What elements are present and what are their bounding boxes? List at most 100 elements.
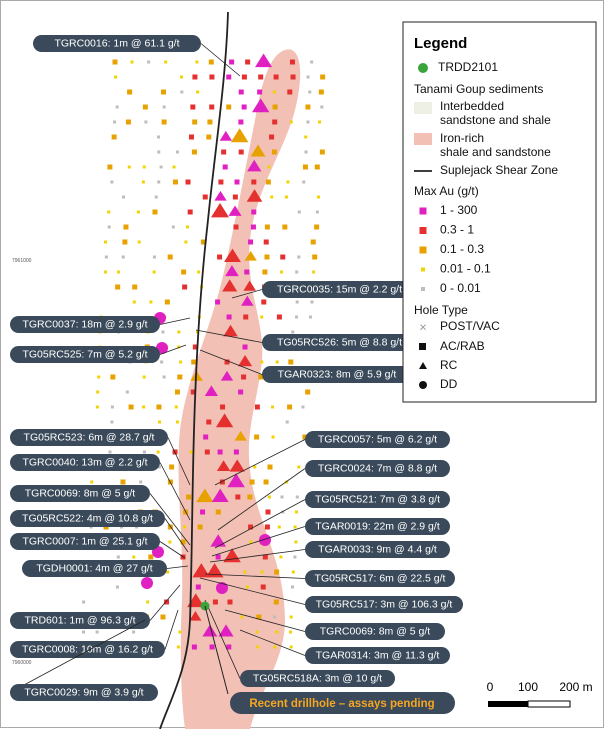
drill-point [270, 195, 274, 199]
leader-line [204, 605, 229, 695]
legend-symbol: × [419, 319, 427, 334]
drill-point [263, 479, 269, 485]
drill-point [260, 315, 264, 319]
drill-point [295, 315, 299, 319]
drill-point [294, 510, 298, 514]
callout-label: TGRC0029: 9m @ 3.9 g/t [24, 686, 143, 698]
drill-point [293, 555, 297, 559]
legend-label: RC [440, 358, 458, 372]
drill-point [116, 555, 120, 559]
drill-point [302, 180, 306, 184]
callout-bg [305, 518, 450, 535]
drill-point [189, 134, 195, 140]
drill-point [245, 59, 251, 65]
leader-line [149, 584, 181, 621]
drill-point [125, 119, 131, 125]
drill-point [304, 150, 308, 154]
drill-point [209, 104, 215, 110]
drill-point [251, 209, 257, 215]
callout-label: TGAR0019: 22m @ 2.9 g/t [315, 520, 440, 532]
drill-point [302, 164, 308, 170]
drill-point [309, 315, 313, 319]
leader-line [199, 577, 306, 605]
drill-point [225, 265, 239, 277]
drill-point [132, 555, 136, 559]
drill-point [179, 75, 183, 79]
legend-label: shale and sandstone [440, 145, 551, 159]
legend-symbol [419, 207, 427, 215]
callout-label: TG05RC522: 4m @ 10.8 g/t [22, 512, 153, 524]
drill-point [238, 149, 244, 155]
drill-point [233, 449, 239, 455]
drill-point [244, 250, 257, 261]
drill-point [286, 180, 290, 184]
drill-point [282, 224, 288, 230]
drill-point [256, 614, 262, 620]
pending-label: Recent drillhole – assays pending [249, 698, 434, 710]
drill-point [176, 645, 180, 649]
drill-point [234, 430, 247, 441]
leader-line [211, 526, 306, 557]
drill-point [169, 464, 175, 470]
legend-label: Iron-rich [440, 131, 484, 145]
drill-point [289, 645, 293, 649]
drill-point [183, 525, 187, 529]
legend-label: 0.01 - 0.1 [440, 262, 491, 276]
legend-label: Max Au (g/t) [414, 184, 479, 198]
callout-label: TG05RC517: 6m @ 22.5 g/t [315, 572, 446, 584]
drill-point [142, 165, 146, 169]
drill-point [142, 104, 148, 110]
drill-point [148, 554, 154, 560]
callout-label: TGRC0069: 8m @ 5 g/t [25, 487, 136, 499]
drill-point [226, 74, 232, 80]
drill-point [152, 209, 158, 215]
drill-point [250, 224, 256, 230]
callout-label: TRD601: 1m @ 96.3 g/t [24, 614, 135, 626]
drill-point [305, 104, 311, 110]
drill-point [196, 90, 200, 94]
drill-point [205, 563, 224, 578]
legend-symbol [419, 343, 426, 350]
drill-point [308, 90, 312, 94]
drill-point [121, 255, 125, 259]
drill-point [139, 480, 143, 484]
drill-point [318, 89, 324, 95]
drill-point [208, 59, 214, 65]
drill-point [211, 203, 229, 218]
drill-point [291, 330, 295, 334]
legend: Legend TRDD2101 Tanami Goup sediments In… [402, 21, 597, 403]
leader-line [239, 629, 306, 656]
drill-point [174, 389, 180, 395]
legend-symbol [418, 63, 428, 73]
legend-symbol [414, 102, 432, 114]
drill-point [186, 494, 192, 500]
legend-symbol [419, 227, 427, 234]
drill-point [285, 480, 289, 484]
drill-point [306, 120, 310, 124]
callout-bg [10, 612, 150, 629]
drill-point [142, 450, 146, 454]
drill-point [189, 610, 202, 621]
drill-point [149, 300, 153, 304]
drill-point [197, 524, 203, 530]
legend-label: TRDD2101 [438, 60, 498, 74]
callout-bg [305, 491, 450, 508]
drill-point [301, 405, 305, 409]
iron-rich-zone [178, 49, 301, 729]
drill-point [289, 120, 293, 124]
drill-point [200, 509, 206, 515]
drill-point [312, 270, 316, 274]
drill-point [185, 225, 189, 229]
drill-point [179, 360, 183, 364]
drill-point [261, 299, 267, 305]
drill-point [156, 404, 162, 410]
drill-point [281, 510, 285, 514]
drill-point [295, 495, 299, 499]
drill-point [235, 494, 241, 500]
callout-label: TGRC0024: 7m @ 8.8 g/t [318, 462, 437, 474]
drill-point [127, 89, 133, 95]
drill-point [215, 413, 234, 428]
drill-point [218, 179, 224, 185]
drill-point [95, 405, 99, 409]
drill-point [295, 300, 299, 304]
